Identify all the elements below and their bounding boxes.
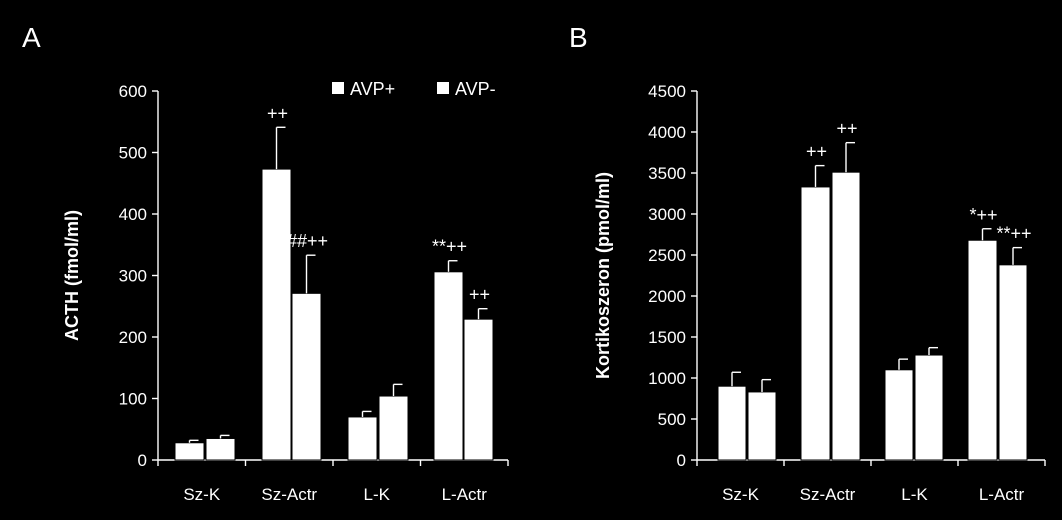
panel-a-legend-label: AVP+ bbox=[350, 79, 395, 99]
panel-a-y-tick-label: 200 bbox=[119, 328, 147, 347]
panel-a-chart: A ACTH (fmol/ml) 0 100 200 300 400 500 600 Sz-K Sz… bbox=[22, 22, 509, 504]
panel-a-bar-avp-minus bbox=[205, 437, 236, 461]
panel-b-bar-avp-minus bbox=[747, 391, 777, 461]
panel-a-x-tick-label: Sz-Actr bbox=[261, 485, 317, 504]
panel-a-bar-avp-minus bbox=[378, 395, 409, 461]
panel-a-bar-avp-minus bbox=[291, 292, 322, 461]
panel-a-y-tick-label: 500 bbox=[119, 144, 147, 163]
panel-b-y-tick-label: 0 bbox=[677, 451, 686, 470]
panel-a-legend-swatch bbox=[332, 82, 344, 94]
panel-b-x-tick-label: L-K bbox=[901, 485, 928, 504]
panel-b-label: B bbox=[569, 22, 588, 53]
panel-b-y-tick-label: 2500 bbox=[648, 246, 686, 265]
panel-a-y-tick-label: 0 bbox=[138, 451, 147, 470]
panel-a-bar-avp-minus bbox=[463, 318, 494, 461]
panel-a-y-tick-label: 100 bbox=[119, 390, 147, 409]
panel-b-significance-label: **++ bbox=[996, 224, 1031, 244]
panel-b-y-axis-label: Kortikoszeron (pmol/ml) bbox=[593, 172, 613, 379]
panel-a-bar-avp-plus bbox=[174, 442, 205, 461]
panel-a-y-tick-label: 600 bbox=[119, 82, 147, 101]
panel-a-y-tick-label: 300 bbox=[119, 267, 147, 286]
panel-b-significance-label: *++ bbox=[969, 205, 997, 225]
panel-b-chart: B Kortikoszeron (pmol/ml) 0 500 1000 1500 2000… bbox=[569, 22, 1046, 504]
panel-b-significance-label: ++ bbox=[806, 142, 827, 162]
panel-a-label: A bbox=[22, 22, 41, 53]
panel-b-significance-label: ++ bbox=[836, 119, 857, 139]
panel-a-legend: AVP+ AVP- bbox=[332, 79, 496, 99]
panel-b-y-tick-label: 500 bbox=[658, 410, 686, 429]
panel-b-x-tick-label: Sz-Actr bbox=[800, 485, 856, 504]
panel-b-y-tick-label: 4000 bbox=[648, 123, 686, 142]
panel-b-y-tick-label: 1000 bbox=[648, 369, 686, 388]
panel-b-bar-avp-plus bbox=[967, 239, 998, 461]
panel-b-y-tick-label: 1500 bbox=[648, 328, 686, 347]
panel-a-significance-label: **++ bbox=[432, 237, 467, 257]
panel-b-bar-avp-minus bbox=[998, 264, 1028, 461]
panel-b-x-tick-label: L-Actr bbox=[979, 485, 1025, 504]
panel-b-y-tick-label: 4500 bbox=[648, 82, 686, 101]
panel-b-y-tick-label: 3500 bbox=[648, 164, 686, 183]
panel-a-bar-avp-plus bbox=[261, 168, 292, 461]
panel-a-x-tick-label: Sz-K bbox=[183, 485, 221, 504]
panel-b-y-tick-label: 3000 bbox=[648, 205, 686, 224]
panel-a-legend-label: AVP- bbox=[455, 79, 496, 99]
panel-b-y-tick-label: 2000 bbox=[648, 287, 686, 306]
panel-a-x-tick-label: L-K bbox=[364, 485, 391, 504]
panel-a-significance-label: ++ bbox=[469, 285, 490, 305]
panel-b-bar-avp-minus bbox=[831, 171, 861, 461]
panel-b-bar-avp-plus bbox=[717, 385, 747, 461]
panel-b-bar-avp-plus bbox=[800, 186, 831, 461]
panel-a-legend-swatch bbox=[437, 82, 449, 94]
panel-a-significance-label: ++ bbox=[267, 103, 288, 123]
panel-a-significance-label: ##++ bbox=[287, 231, 328, 251]
panel-b-bar-avp-plus bbox=[884, 369, 914, 461]
panel-a-bar-avp-plus bbox=[433, 271, 464, 461]
panel-a-y-tick-label: 400 bbox=[119, 205, 147, 224]
panel-a-x-tick-label: L-Actr bbox=[442, 485, 488, 504]
panel-b-bar-avp-minus bbox=[914, 354, 944, 461]
panel-b-x-tick-label: Sz-K bbox=[722, 485, 760, 504]
panel-a-bar-avp-plus bbox=[347, 416, 378, 461]
panel-a-y-axis-label: ACTH (fmol/ml) bbox=[62, 210, 82, 341]
